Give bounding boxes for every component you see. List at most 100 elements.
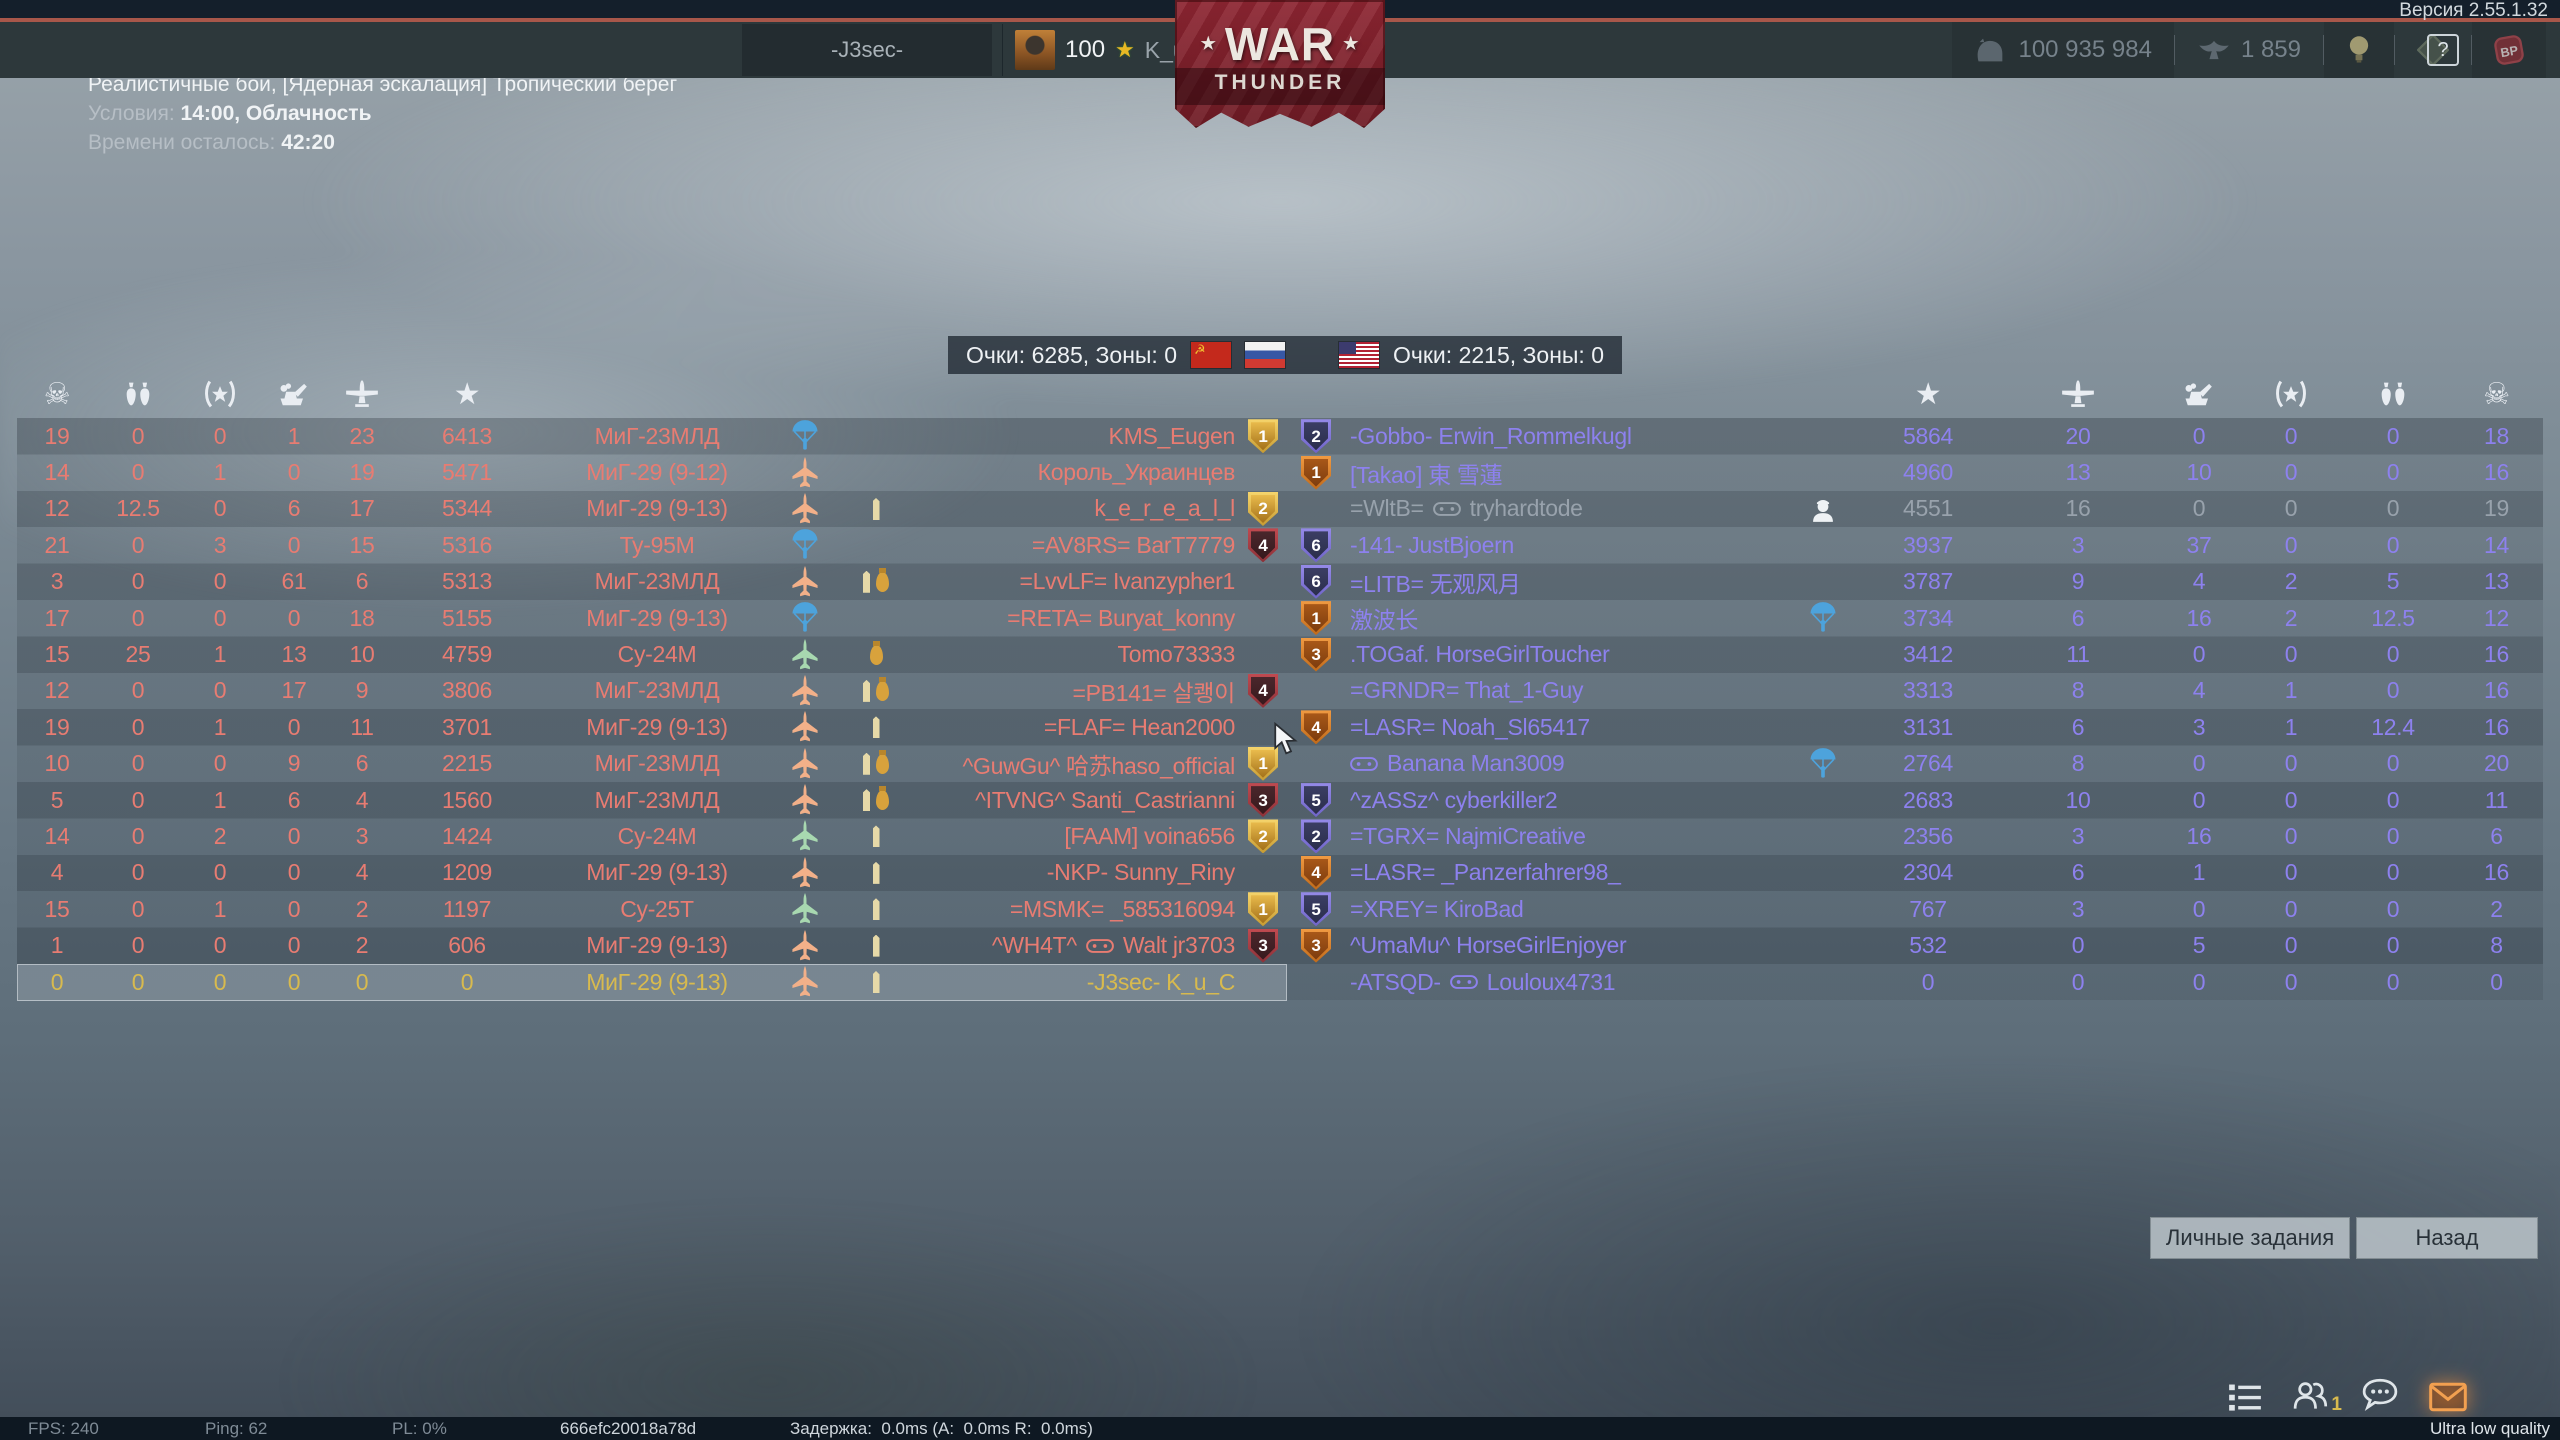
help-button[interactable]: ? (2427, 34, 2459, 66)
award-wreath-column-icon (179, 372, 261, 416)
status-icon-cell (1793, 891, 1853, 927)
jet-icon-orange (791, 492, 819, 525)
rank-badge-cell: 5 (1292, 891, 1340, 927)
back-button[interactable]: Назад (2356, 1217, 2538, 1259)
awards-cell: 3 (213, 531, 227, 558)
player-name-cell: Tomo73333 (919, 636, 1239, 672)
list-icon (2228, 1382, 2262, 1412)
vehicle-status-icon-cell (777, 636, 833, 672)
air-kills-cell: 3 (2071, 895, 2085, 922)
score-cell: 2683 (1903, 786, 1953, 813)
player-name-text: =XREY= KiroBad (1350, 895, 1524, 922)
silver-lions-value: 100 935 984 (2018, 36, 2152, 63)
player-name-cell: =LITB= 无观风月 (1340, 564, 1793, 600)
clan-tag-button[interactable]: -J3sec- (742, 24, 992, 76)
rank-badge: 4 (1301, 710, 1331, 745)
deaths-cell: 15 (44, 895, 70, 922)
awards-cell: 0 (2284, 932, 2298, 959)
air-kills-cell: 4 (355, 859, 369, 886)
weapon-modules-cell (833, 636, 919, 672)
ground-kills-cell: 0 (287, 895, 301, 922)
golden-eagles-value: 1 859 (2240, 36, 2301, 63)
rank-badge-cell (1239, 600, 1287, 636)
allied-table-header: ☠ ★ (17, 372, 1287, 416)
bombs-column-icon (97, 372, 179, 416)
rank-badge: 4 (1248, 673, 1278, 708)
vehicle-name: МиГ-29 (9-13) (586, 495, 728, 522)
contacts-button[interactable]: 1 (2290, 1378, 2342, 1415)
packet-loss-value: PL: 0% (392, 1418, 447, 1438)
player-name-cell: =TGRX= NajmiCreative (1340, 818, 1793, 854)
player-name-text: ^WH4T^ (991, 932, 1077, 959)
bomb-icon (869, 640, 883, 665)
vehicle-name: Су-25Т (620, 895, 694, 922)
awards-cell: 0 (2284, 968, 2298, 995)
bombs-cell: 0 (131, 677, 145, 704)
bombs-cell: 0 (2386, 859, 2400, 886)
player-name-text: -J3sec- K_u_C (1086, 968, 1236, 995)
bombs-cell: 0 (131, 932, 145, 959)
rank-badge-cell (1292, 673, 1340, 709)
air-kills-cell: 19 (349, 459, 375, 486)
jet-icon-orange (791, 711, 819, 743)
status-icon-cell (1793, 636, 1853, 672)
player-name-cell: KMS_Eugen (919, 418, 1239, 454)
awards-cell: 0 (213, 495, 227, 522)
battlepass-section: BP (2472, 22, 2546, 78)
vehicle-status-icon-cell (777, 673, 833, 709)
logo-thunder-text: THUNDER (1175, 68, 1385, 105)
contacts-icon (2290, 1378, 2332, 1412)
player-name-cell: ^zASSz^ cyberkiller2 (1340, 782, 1793, 818)
score-cell: 6413 (442, 422, 492, 449)
parachute-icon (791, 419, 819, 453)
air-kills-cell: 10 (349, 641, 375, 668)
vehicle-name: МиГ-29 (9-13) (586, 932, 728, 959)
deaths-cell: 4 (50, 859, 64, 886)
bombs-cell: 0 (2386, 641, 2400, 668)
player-name-cell: -141- JustBjoern (1340, 527, 1793, 563)
weapon-modules-cell (833, 491, 919, 527)
ground-kills-cell: 0 (2192, 422, 2206, 449)
personal-tasks-button[interactable]: Личные задания (2150, 1217, 2350, 1259)
chat-button[interactable] (2360, 1378, 2400, 1412)
rank-badge: 1 (1248, 419, 1278, 454)
air-kills-column-icon (327, 372, 397, 416)
score-cell: 3412 (1903, 641, 1953, 668)
air-kills-cell: 0 (2071, 968, 2085, 995)
player-profile-button[interactable]: 100 ★ K_u_C (1002, 24, 1215, 76)
score-cell: 5864 (1903, 422, 1953, 449)
score-cell: 3787 (1903, 568, 1953, 595)
player-name-cell: [FAAM] voina656 (919, 818, 1239, 854)
vehicle-status-icon-cell (777, 491, 833, 527)
player-name-cell: =GRNDR= That_1-Guy (1340, 673, 1793, 709)
mail-button[interactable] (2428, 1382, 2468, 1412)
deaths-cell: 18 (2484, 422, 2509, 449)
jet-icon-orange (791, 456, 819, 489)
rank-badge: 1 (1301, 601, 1331, 636)
rank-badge-cell: 6 (1292, 527, 1340, 563)
ground-kills-cell: 61 (281, 568, 307, 595)
awards-cell: 0 (213, 422, 227, 449)
score-cell: 0 (460, 968, 474, 995)
player-name-text: ^ITVNG^ Santi_Castrianni (975, 786, 1235, 813)
bombs-cell: 0 (2386, 531, 2400, 558)
player-name-cell: Король_Украинцев (919, 454, 1239, 490)
player-name-text: [FAAM] voina656 (1064, 822, 1235, 849)
battle-log-button[interactable] (2228, 1382, 2262, 1412)
player-name-text: =TGRX= NajmiCreative (1350, 822, 1586, 849)
bombs-cell: 25 (125, 641, 151, 668)
rank-badge: 5 (1301, 783, 1331, 818)
ground-kills-cell: 0 (2192, 495, 2206, 522)
rank-badge: 3 (1301, 928, 1331, 963)
vehicle-status-icon-cell (777, 927, 833, 963)
deaths-cell: 19 (44, 713, 70, 740)
awards-cell: 1 (213, 713, 227, 740)
ping-value: Ping: 62 (205, 1418, 268, 1438)
divider (2471, 35, 2472, 65)
ground-kills-cell: 5 (2192, 932, 2206, 959)
weapon-modules-cell (833, 709, 919, 745)
player-name-text: Banana Man3009 (1387, 750, 1565, 777)
rank-badge-cell: 1 (1292, 454, 1340, 490)
awards-cell: 0 (2284, 641, 2298, 668)
player-name-text: ^GuwGu^ 哈苏haso_official (962, 752, 1236, 779)
